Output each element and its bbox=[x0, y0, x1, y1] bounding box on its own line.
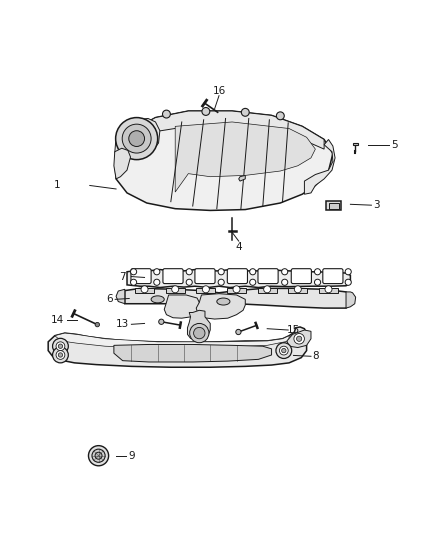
Circle shape bbox=[345, 269, 351, 275]
Polygon shape bbox=[328, 203, 339, 209]
Text: 8: 8 bbox=[312, 351, 319, 361]
Polygon shape bbox=[116, 289, 125, 304]
Circle shape bbox=[58, 353, 63, 357]
FancyBboxPatch shape bbox=[227, 269, 247, 284]
FancyBboxPatch shape bbox=[163, 269, 183, 284]
Ellipse shape bbox=[151, 296, 164, 303]
Polygon shape bbox=[166, 287, 185, 293]
Polygon shape bbox=[125, 288, 350, 308]
Polygon shape bbox=[326, 201, 341, 211]
Circle shape bbox=[314, 269, 321, 275]
Circle shape bbox=[218, 279, 224, 285]
Text: 5: 5 bbox=[391, 140, 398, 150]
Polygon shape bbox=[114, 148, 131, 179]
Text: 4: 4 bbox=[235, 242, 242, 252]
Circle shape bbox=[294, 334, 304, 344]
Polygon shape bbox=[288, 287, 307, 293]
Ellipse shape bbox=[217, 298, 230, 305]
Polygon shape bbox=[258, 287, 277, 293]
Circle shape bbox=[314, 279, 321, 285]
Circle shape bbox=[194, 327, 205, 339]
Polygon shape bbox=[196, 294, 245, 319]
Circle shape bbox=[264, 286, 271, 293]
Polygon shape bbox=[175, 122, 315, 192]
Polygon shape bbox=[115, 118, 160, 158]
Circle shape bbox=[162, 110, 170, 118]
Circle shape bbox=[131, 279, 137, 285]
Circle shape bbox=[297, 336, 302, 342]
Circle shape bbox=[56, 351, 65, 359]
Circle shape bbox=[276, 112, 284, 120]
Circle shape bbox=[233, 286, 240, 293]
FancyBboxPatch shape bbox=[323, 269, 343, 284]
Circle shape bbox=[250, 279, 256, 285]
Polygon shape bbox=[164, 295, 201, 318]
Circle shape bbox=[279, 346, 288, 355]
Polygon shape bbox=[319, 287, 338, 293]
Circle shape bbox=[202, 108, 210, 115]
Circle shape bbox=[116, 118, 158, 159]
Circle shape bbox=[95, 322, 99, 327]
Polygon shape bbox=[135, 287, 154, 293]
Circle shape bbox=[131, 269, 137, 275]
Polygon shape bbox=[304, 140, 335, 194]
Polygon shape bbox=[353, 142, 358, 145]
Polygon shape bbox=[127, 270, 350, 287]
Circle shape bbox=[236, 329, 241, 335]
Polygon shape bbox=[55, 333, 289, 348]
Circle shape bbox=[58, 344, 63, 349]
Polygon shape bbox=[187, 310, 210, 340]
Polygon shape bbox=[227, 287, 246, 293]
Circle shape bbox=[88, 446, 109, 466]
Polygon shape bbox=[115, 111, 333, 211]
Circle shape bbox=[250, 269, 256, 275]
Circle shape bbox=[276, 343, 292, 359]
Circle shape bbox=[122, 124, 151, 153]
Circle shape bbox=[159, 319, 164, 325]
Circle shape bbox=[282, 349, 286, 353]
Circle shape bbox=[282, 279, 288, 285]
Circle shape bbox=[294, 286, 301, 293]
Circle shape bbox=[95, 452, 102, 459]
Polygon shape bbox=[346, 292, 356, 308]
Circle shape bbox=[186, 279, 192, 285]
Polygon shape bbox=[287, 330, 311, 348]
Polygon shape bbox=[136, 111, 324, 149]
FancyBboxPatch shape bbox=[258, 269, 278, 284]
Circle shape bbox=[202, 286, 209, 293]
Text: 7: 7 bbox=[119, 272, 126, 281]
Polygon shape bbox=[196, 287, 215, 293]
Circle shape bbox=[282, 269, 288, 275]
Text: 16: 16 bbox=[212, 86, 226, 96]
Circle shape bbox=[186, 269, 192, 275]
Circle shape bbox=[53, 338, 68, 354]
Text: 14: 14 bbox=[50, 315, 64, 325]
Polygon shape bbox=[114, 344, 272, 362]
Text: 13: 13 bbox=[116, 319, 129, 329]
Text: 15: 15 bbox=[287, 325, 300, 335]
Text: 1: 1 bbox=[53, 181, 60, 190]
Circle shape bbox=[172, 286, 179, 293]
Circle shape bbox=[154, 269, 160, 275]
Circle shape bbox=[345, 279, 351, 285]
Text: 6: 6 bbox=[106, 294, 113, 304]
Circle shape bbox=[241, 108, 249, 116]
Circle shape bbox=[154, 279, 160, 285]
Circle shape bbox=[141, 286, 148, 293]
FancyBboxPatch shape bbox=[131, 269, 151, 284]
Polygon shape bbox=[48, 327, 307, 367]
Circle shape bbox=[56, 342, 65, 351]
Text: 3: 3 bbox=[373, 200, 380, 210]
Circle shape bbox=[53, 347, 68, 363]
Circle shape bbox=[129, 131, 145, 147]
FancyBboxPatch shape bbox=[195, 269, 215, 284]
Text: 9: 9 bbox=[128, 451, 135, 461]
Circle shape bbox=[325, 286, 332, 293]
FancyBboxPatch shape bbox=[291, 269, 311, 284]
Circle shape bbox=[92, 449, 105, 462]
Circle shape bbox=[190, 324, 209, 343]
Circle shape bbox=[218, 269, 224, 275]
Polygon shape bbox=[239, 175, 245, 181]
